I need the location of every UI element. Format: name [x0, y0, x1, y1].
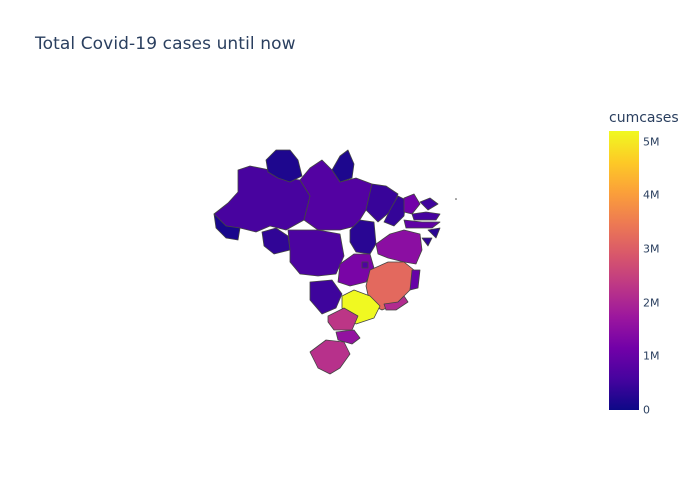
colorbar-tick-label: 5M: [643, 135, 660, 149]
state-rn[interactable]: [419, 197, 439, 211]
state-ms[interactable]: [309, 279, 343, 315]
colorbar-title: cumcases: [609, 110, 679, 126]
state-pb[interactable]: [411, 211, 441, 221]
state-ac[interactable]: [213, 213, 241, 241]
state-df[interactable]: [361, 261, 369, 269]
state-to[interactable]: [349, 219, 377, 255]
state-sc[interactable]: [335, 329, 361, 345]
state-pe[interactable]: [403, 219, 441, 229]
state-rj[interactable]: [383, 295, 409, 311]
colorbar-tick-label: 2M: [643, 296, 660, 310]
state-pi[interactable]: [383, 195, 407, 227]
colorbar: [609, 131, 639, 410]
colorbar-tick-label: 1M: [643, 349, 660, 363]
state-mt[interactable]: [287, 229, 345, 277]
state-ro[interactable]: [261, 227, 291, 255]
state-ba[interactable]: [375, 229, 423, 265]
state-rr[interactable]: [265, 149, 303, 183]
colorbar-tick-label: 4M: [643, 188, 660, 202]
state-ce[interactable]: [403, 193, 421, 215]
state-rs[interactable]: [309, 339, 351, 375]
colorbar-tick-label: 0: [643, 403, 650, 417]
state-se[interactable]: [421, 237, 433, 247]
state-al[interactable]: [427, 227, 441, 239]
island-speck: [455, 198, 457, 200]
colorbar-tick-label: 3M: [643, 242, 660, 256]
chart-title: Total Covid-19 cases until now: [35, 34, 296, 54]
state-es[interactable]: [409, 269, 421, 291]
